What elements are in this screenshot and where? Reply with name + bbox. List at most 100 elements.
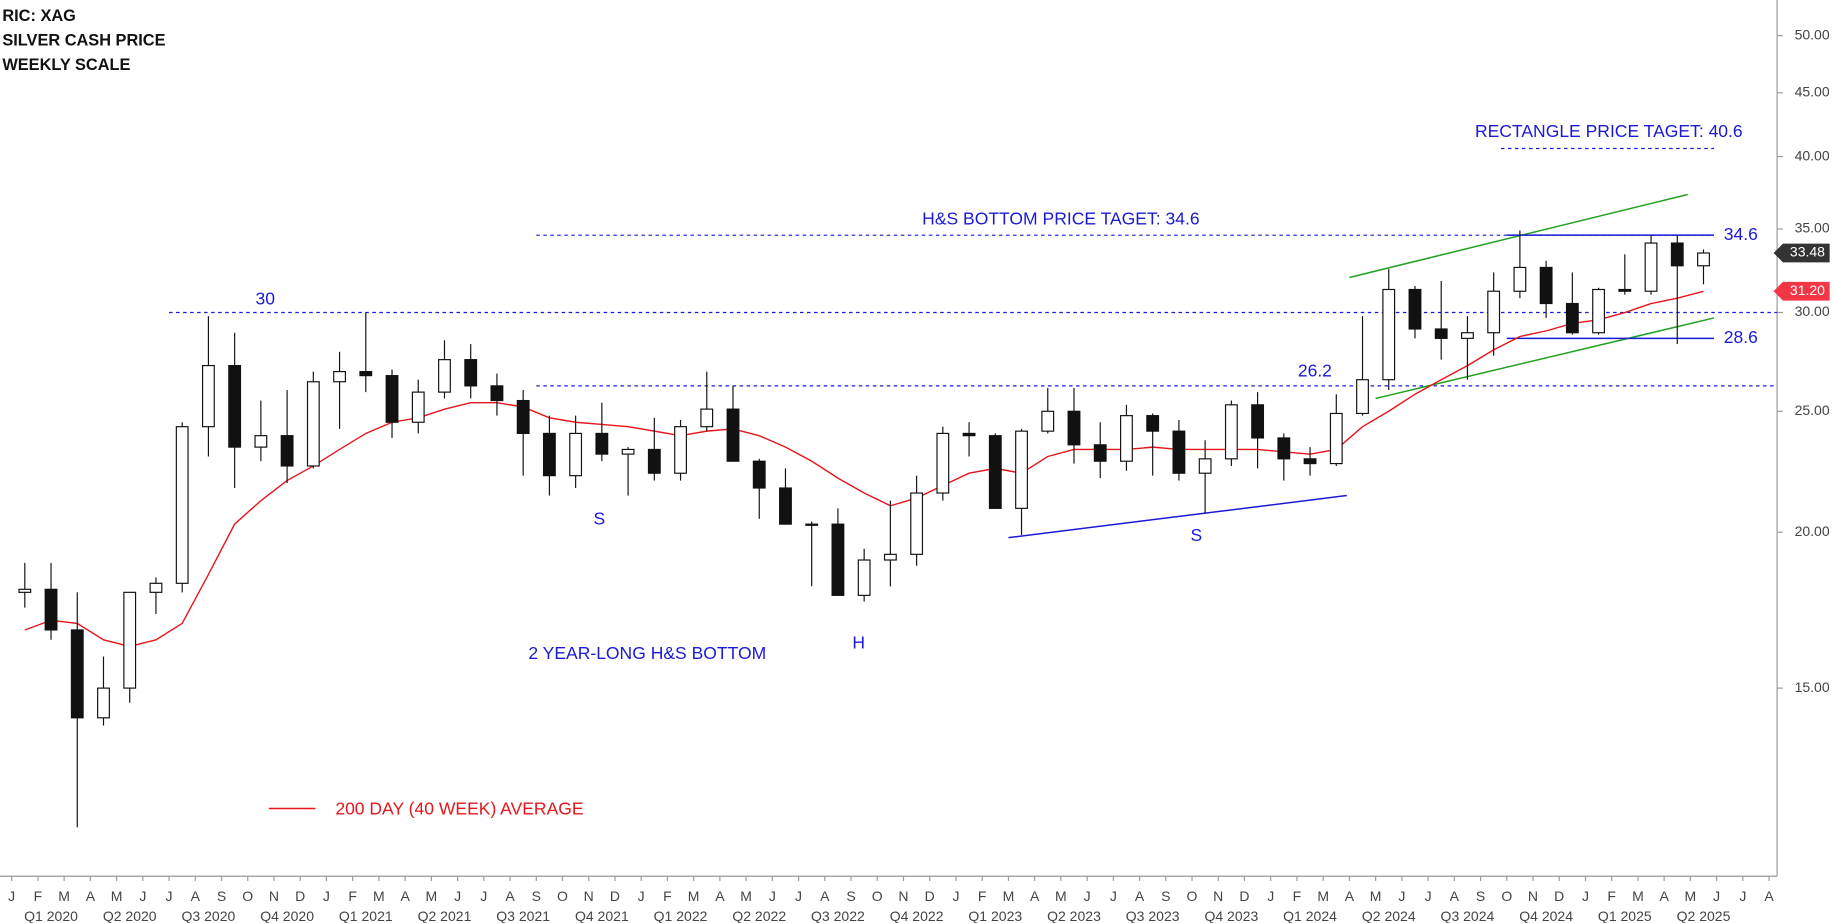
x-tick-label: A xyxy=(715,888,725,904)
candle-body xyxy=(333,371,346,383)
y-tick-label: 45.00 xyxy=(1795,83,1830,99)
candle-body xyxy=(44,588,58,631)
candle-body xyxy=(700,408,714,428)
candle-body xyxy=(254,435,268,448)
x-tick-label: M xyxy=(373,888,385,904)
candle-body xyxy=(1146,415,1160,432)
candle-body xyxy=(123,591,137,689)
candle-body xyxy=(1356,379,1369,415)
candle-body xyxy=(1592,288,1606,334)
x-tick-label: M xyxy=(1632,888,1644,904)
x-tick-label: J xyxy=(1084,888,1091,904)
quarter-label: Q4 2023 xyxy=(1204,908,1258,923)
candle-body xyxy=(1670,242,1684,267)
x-tick-label: F xyxy=(663,888,672,904)
candle-body xyxy=(1067,410,1081,446)
x-tick-label: J xyxy=(8,888,15,904)
x-tick-label: D xyxy=(925,888,935,904)
header-line: WEEKLY SCALE xyxy=(2,56,130,74)
quarter-label: Q2 2021 xyxy=(418,908,472,923)
candle-body xyxy=(1408,288,1422,330)
quarter-label: Q2 2023 xyxy=(1047,908,1101,923)
candle-body xyxy=(1251,404,1265,439)
quarter-label: Q1 2023 xyxy=(968,908,1022,923)
x-tick-label: M xyxy=(740,888,752,904)
candle-body xyxy=(280,435,294,467)
quarter-label: Q4 2022 xyxy=(890,908,944,923)
candle-body xyxy=(228,364,242,448)
quarter-label: Q4 2020 xyxy=(260,908,314,923)
candle-body xyxy=(411,391,425,423)
quarter-label: Q1 2025 xyxy=(1598,908,1652,923)
trend-line xyxy=(1008,494,1347,539)
quarter-label: Q3 2020 xyxy=(182,908,236,923)
y-tick-label: 15.00 xyxy=(1795,679,1830,695)
x-tick-label: A xyxy=(1659,888,1669,904)
x-tick-label: A xyxy=(1135,888,1145,904)
quarter-label: Q3 2023 xyxy=(1126,908,1180,923)
x-tick-label: A xyxy=(1764,888,1774,904)
x-tick-label: M xyxy=(1055,888,1067,904)
x-tick-label: A xyxy=(86,888,96,904)
candle-body xyxy=(1120,415,1133,462)
candle-body xyxy=(595,432,609,455)
annotation: S xyxy=(1191,525,1203,545)
candle-body xyxy=(385,375,399,423)
x-tick-label: N xyxy=(898,888,908,904)
candle-body xyxy=(516,399,530,434)
candle-body xyxy=(1434,328,1448,339)
candle-body xyxy=(1093,444,1107,462)
trend-label: 28.6 xyxy=(1724,327,1758,347)
x-tick-label: O xyxy=(557,888,568,904)
trend-line xyxy=(1375,317,1715,400)
x-tick-label: M xyxy=(111,888,123,904)
candle-body xyxy=(910,492,924,555)
candle-body xyxy=(726,408,740,462)
header-line: RIC: XAG xyxy=(2,7,76,25)
quarter-label: Q1 2021 xyxy=(339,908,393,923)
annotation: H xyxy=(852,632,865,652)
quarter-label: Q4 2024 xyxy=(1519,908,1573,923)
quarter-label: Q1 2020 xyxy=(24,908,78,923)
price-badge-label: 33.48 xyxy=(1790,244,1825,260)
y-tick-label: 30.00 xyxy=(1795,303,1830,319)
candle-body xyxy=(1329,412,1343,465)
candle-body xyxy=(779,487,792,525)
candle-body xyxy=(1277,437,1291,460)
price-badge xyxy=(1773,243,1830,263)
x-tick-label: J xyxy=(1267,888,1274,904)
x-tick-label: J xyxy=(1110,888,1117,904)
y-tick-label: 40.00 xyxy=(1795,147,1830,163)
candle-body xyxy=(1303,458,1317,465)
quarter-label: Q1 2022 xyxy=(654,908,708,923)
x-tick-label: M xyxy=(58,888,70,904)
annotation: S xyxy=(594,509,606,529)
candle-body xyxy=(1618,288,1632,292)
candle-body xyxy=(962,432,976,437)
candle-body xyxy=(1172,430,1186,474)
candle-body xyxy=(647,448,661,474)
x-tick-label: J xyxy=(1713,888,1720,904)
candle-body xyxy=(542,432,556,477)
x-tick-label: M xyxy=(688,888,700,904)
y-tick-label: 35.00 xyxy=(1795,220,1830,236)
x-tick-label: A xyxy=(1345,888,1355,904)
x-tick-label: F xyxy=(348,888,357,904)
quarter-label: Q3 2021 xyxy=(496,908,550,923)
level-label: RECTANGLE PRICE TAGET: 40.6 xyxy=(1475,121,1743,141)
x-tick-label: S xyxy=(1476,888,1485,904)
x-tick-label: J xyxy=(638,888,645,904)
x-tick-label: D xyxy=(1554,888,1564,904)
x-tick-label: J xyxy=(139,888,146,904)
x-tick-label: F xyxy=(1293,888,1302,904)
quarter-label: Q2 2024 xyxy=(1362,908,1416,923)
x-tick-label: O xyxy=(242,888,253,904)
x-tick-label: D xyxy=(295,888,305,904)
x-tick-label: A xyxy=(1030,888,1040,904)
x-tick-label: O xyxy=(872,888,883,904)
header-line: SILVER CASH PRICE xyxy=(2,32,165,50)
candle-body xyxy=(1513,266,1527,292)
candle-body xyxy=(438,359,451,393)
candle-body xyxy=(805,523,819,526)
